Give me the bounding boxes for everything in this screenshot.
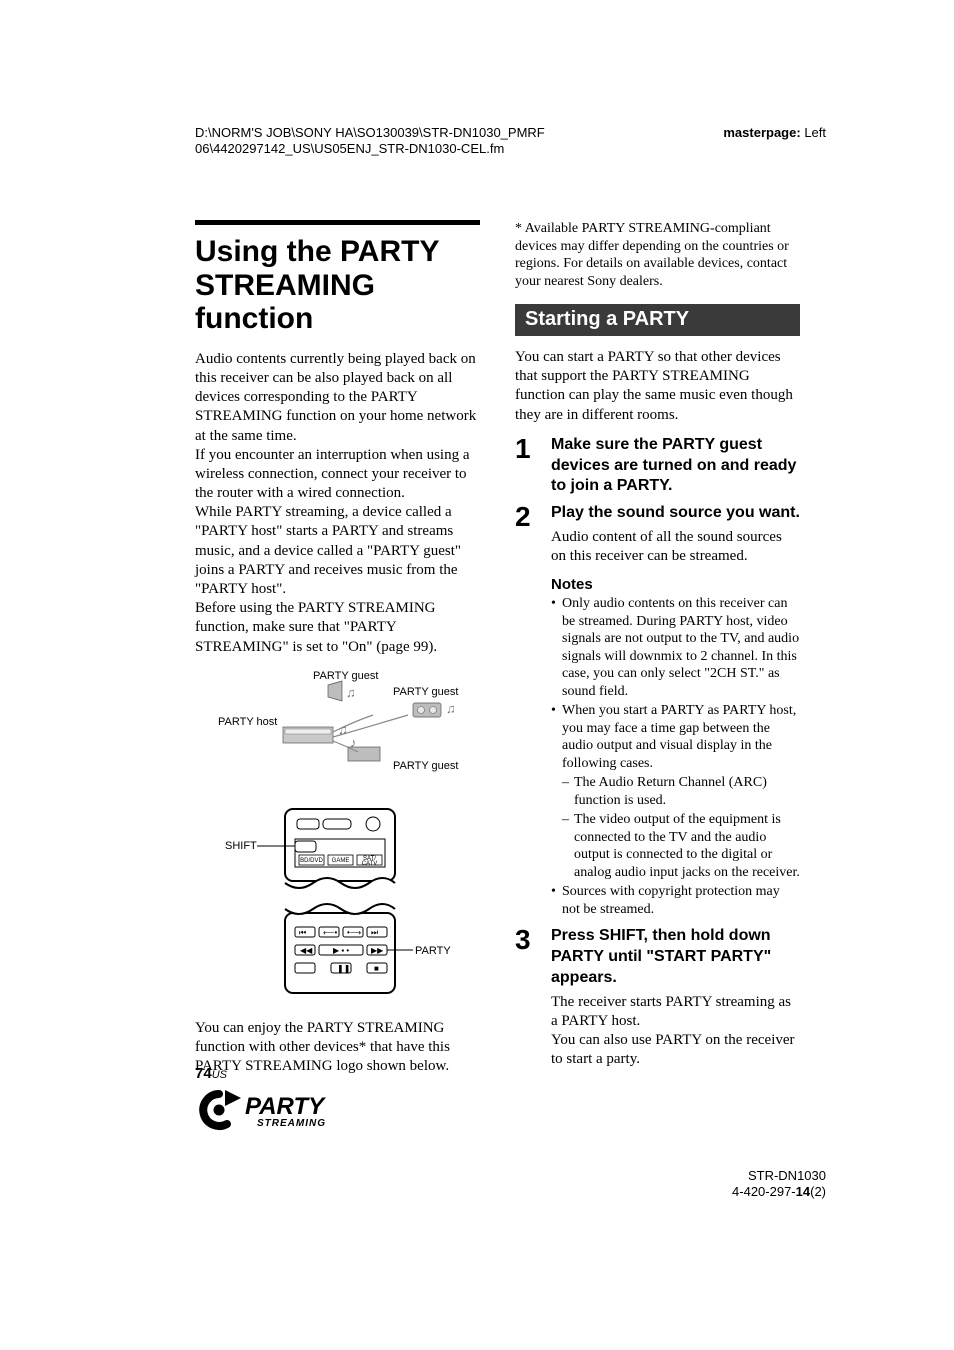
remote-power-icon	[366, 817, 380, 831]
step-para: Audio content of all the sound sources o…	[551, 528, 800, 566]
step-para-2: You can also use PARTY on the receiver t…	[551, 1031, 800, 1069]
code-prefix: 4-420-297-	[732, 1184, 796, 1199]
step-title: Press SHIFT, then hold down PARTY until …	[551, 926, 800, 988]
remote-diagram: SHIFT BD/DVD GAME SAT/ CATV	[195, 805, 480, 1005]
blank-button	[295, 963, 315, 973]
shift-button	[295, 841, 316, 852]
heading-rule	[195, 220, 480, 225]
guest-icon-1	[328, 681, 342, 701]
svg-text:▶▶: ▶▶	[371, 946, 384, 955]
label-guest-bottom: PARTY guest	[393, 760, 458, 772]
party-label: PARTY	[415, 945, 451, 957]
step-2: 2 Play the sound source you want. Audio …	[515, 503, 800, 920]
network-diagram: PARTY guest PARTY guest PARTY host PARTY…	[195, 667, 480, 787]
header-path: D:\NORM'S JOB\SONY HA\SO130039\STR-DN103…	[195, 125, 545, 156]
step-number: 3	[515, 926, 537, 954]
music-note-icon: ♫	[346, 685, 356, 700]
body-text: Audio contents currently being played ba…	[195, 350, 480, 657]
note-item: Sources with copyright protection may no…	[551, 883, 800, 918]
logo-dot-icon	[214, 1105, 225, 1116]
content-columns: Using the PARTY STREAMING function Audio…	[195, 220, 800, 1139]
remote-legend-catv: CATV	[362, 861, 378, 867]
page-number-value: 74	[195, 1065, 212, 1082]
remote-small-button	[297, 819, 319, 829]
model-info: STR-DN1030 4-420-297-14(2)	[732, 1168, 826, 1201]
party-streaming-logo: PARTY STREAMING	[195, 1086, 480, 1139]
svg-text:•⟶: •⟶	[347, 928, 362, 937]
section-bar: Starting a PARTY	[515, 304, 800, 336]
intro-para-4: Before using the PARTY STREAMING functio…	[195, 599, 480, 657]
path-line-2: 06\4420297142_US\US05ENJ_STR-DN1030-CEL.…	[195, 141, 504, 156]
guest-icon-2	[413, 703, 441, 717]
svg-text:■: ■	[374, 964, 379, 973]
left-column: Using the PARTY STREAMING function Audio…	[195, 220, 480, 1139]
masterpage-label: masterpage:	[723, 125, 800, 140]
remote-legend-bddvd: BD/DVD	[300, 858, 323, 864]
step-title: Play the sound source you want.	[551, 503, 800, 524]
intro-para-1: Audio contents currently being played ba…	[195, 350, 480, 446]
page-number: 74US	[195, 1065, 227, 1082]
path-line-1: D:\NORM'S JOB\SONY HA\SO130039\STR-DN103…	[195, 125, 545, 140]
page-number-suffix: US	[212, 1069, 227, 1081]
music-note-icon: ♫	[446, 701, 456, 716]
note-subitem: The video output of the equipment is con…	[562, 811, 800, 881]
step-1: 1 Make sure the PARTY guest devices are …	[515, 435, 800, 497]
step-3: 3 Press SHIFT, then hold down PARTY unti…	[515, 926, 800, 1069]
step-para: The receiver starts PARTY streaming as a…	[551, 993, 800, 1031]
label-guest-top: PARTY guest	[313, 670, 378, 682]
logo-text-party: PARTY	[245, 1093, 326, 1120]
svg-text:⏮: ⏮	[299, 928, 306, 937]
svg-text:❚❚: ❚❚	[337, 964, 350, 973]
below-remote-para: You can enjoy the PARTY STREAMING functi…	[195, 1019, 480, 1077]
remote-small-button	[323, 819, 351, 829]
svg-text:◀◀: ◀◀	[300, 946, 313, 955]
step-title: Make sure the PARTY guest devices are tu…	[551, 435, 800, 497]
logo-text-streaming: STREAMING	[257, 1118, 326, 1129]
intro-para-2: If you encounter an interruption when us…	[195, 446, 480, 504]
masterpage: masterpage: Left	[723, 125, 826, 140]
step-number: 2	[515, 503, 537, 531]
note-item: Only audio contents on this receiver can…	[551, 595, 800, 700]
notes-list: Only audio contents on this receiver can…	[551, 595, 800, 918]
note-text: When you start a PARTY as PARTY host, yo…	[562, 703, 796, 771]
masterpage-value: Left	[804, 125, 826, 140]
music-note-icon: ♪	[350, 735, 357, 750]
note-subitem: The Audio Return Channel (ARC) function …	[562, 774, 800, 809]
label-host: PARTY host	[218, 716, 277, 728]
svg-text:⟵•: ⟵•	[323, 928, 337, 937]
svg-text:⏭: ⏭	[371, 928, 378, 937]
code-suffix: (2)	[810, 1184, 826, 1199]
label-guest-right: PARTY guest	[393, 686, 458, 698]
notes-heading: Notes	[551, 576, 800, 593]
page: D:\NORM'S JOB\SONY HA\SO130039\STR-DN103…	[0, 0, 954, 1350]
section-intro: You can start a PARTY so that other devi…	[515, 348, 800, 425]
logo-arrowhead-icon	[225, 1090, 241, 1106]
remote-legend-game: GAME	[332, 858, 350, 864]
shift-label: SHIFT	[225, 840, 257, 852]
code-bold: 14	[796, 1184, 810, 1199]
note-item: When you start a PARTY as PARTY host, yo…	[551, 702, 800, 881]
footnote: * Available PARTY STREAMING-compliant de…	[515, 220, 800, 290]
svg-text:▶ ▪ •: ▶ ▪ •	[333, 946, 349, 955]
model-name: STR-DN1030	[748, 1168, 826, 1183]
right-column: * Available PARTY STREAMING-compliant de…	[515, 220, 800, 1139]
step-number: 1	[515, 435, 537, 463]
intro-para-3: While PARTY streaming, a device called a…	[195, 503, 480, 599]
section-heading: Using the PARTY STREAMING function	[195, 235, 480, 336]
